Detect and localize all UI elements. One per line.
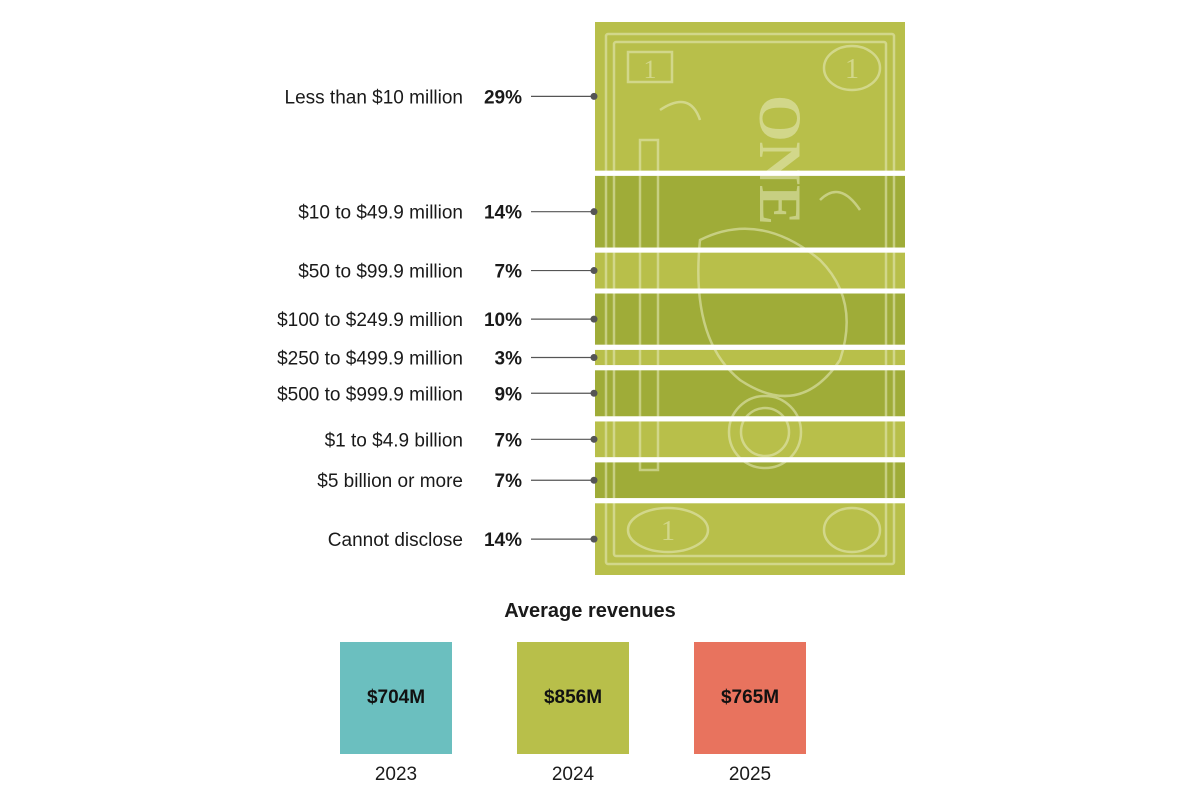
- bill-corner-oval-top: [822, 44, 882, 92]
- percent-label: 14%: [484, 530, 522, 551]
- percent-label: 10%: [484, 310, 522, 331]
- leader-dot: [590, 353, 598, 361]
- category-labels: Less than $10 million 29% $10 to $49.9 mil…: [277, 87, 598, 551]
- bill-segment: [595, 175, 905, 248]
- leader-dot: [590, 389, 598, 397]
- category-label: $50 to $99.9 million: [298, 262, 463, 283]
- bill-numeral-top: 1: [845, 54, 859, 85]
- bill-segment: [595, 252, 905, 289]
- bill-corner-oval-left: [626, 506, 710, 554]
- leader-dot: [590, 267, 598, 275]
- avg-year-label-2023: 2023: [374, 764, 418, 785]
- avg-revenue-box-2024: $856M: [517, 642, 629, 754]
- category-label: $10 to $49.9 million: [298, 203, 463, 224]
- segment-gap: [593, 457, 907, 463]
- segment-gap: [593, 344, 907, 350]
- average-revenues-title: Average revenues: [504, 600, 676, 622]
- bill-numeral-shield: 1: [644, 55, 657, 84]
- bill-segment: [595, 370, 905, 417]
- avg-revenue-box-2023: $704M: [340, 642, 452, 754]
- bill-one-text: ONE: [747, 95, 813, 225]
- leader-dot: [590, 476, 598, 484]
- segment-gap: [593, 288, 907, 294]
- bill-outer-border: [604, 32, 896, 566]
- category-label: Cannot disclose: [328, 530, 463, 551]
- percent-label: 7%: [495, 471, 523, 492]
- segment-gap: [593, 498, 907, 504]
- bill-ornament: [659, 100, 862, 211]
- segment-gap: [593, 416, 907, 422]
- bill-eagle-shape: [697, 227, 848, 398]
- leader-dot: [590, 208, 598, 216]
- percent-label: 29%: [484, 87, 522, 108]
- bill-corner-shield: [626, 50, 674, 84]
- segment-gaps: [593, 170, 907, 504]
- segment-gap: [593, 365, 907, 371]
- segment-gap: [593, 247, 907, 253]
- category-label: $5 billion or more: [317, 471, 463, 492]
- bill-segment: [595, 349, 905, 366]
- percent-label: 7%: [495, 262, 523, 283]
- bill-numeral-bottom: 1: [661, 516, 675, 547]
- segment-gap: [593, 170, 907, 176]
- bill-segment: [595, 293, 905, 345]
- bill-vertical-band: [638, 138, 660, 472]
- category-label: $500 to $999.9 million: [277, 384, 463, 405]
- category-label: $100 to $249.9 million: [277, 310, 463, 331]
- avg-year-label-2024: 2024: [551, 764, 595, 785]
- dollar-bill-artwork: ONE 1 1 1: [604, 32, 896, 566]
- bill-seal-inner: [739, 406, 791, 458]
- leader-dot: [590, 315, 598, 323]
- category-label: Less than $10 million: [285, 87, 464, 108]
- bill-corner-oval-bottom: [822, 506, 882, 554]
- category-label: $250 to $499.9 million: [277, 348, 463, 369]
- bill-seal-outer: [727, 394, 803, 470]
- avg-year-label-2025: 2025: [728, 764, 772, 785]
- category-label: $1 to $4.9 billion: [325, 430, 463, 451]
- avg-revenue-box-2025: $765M: [694, 642, 806, 754]
- percent-label: 9%: [495, 384, 523, 405]
- percent-label: 14%: [484, 203, 522, 224]
- leader-dot: [590, 435, 598, 443]
- percent-label: 7%: [495, 430, 523, 451]
- percent-label: 3%: [495, 348, 523, 369]
- bill-inner-border: [612, 40, 888, 558]
- leader-dot: [590, 535, 598, 543]
- bill-segment: [595, 462, 905, 499]
- leader-dot: [590, 92, 598, 100]
